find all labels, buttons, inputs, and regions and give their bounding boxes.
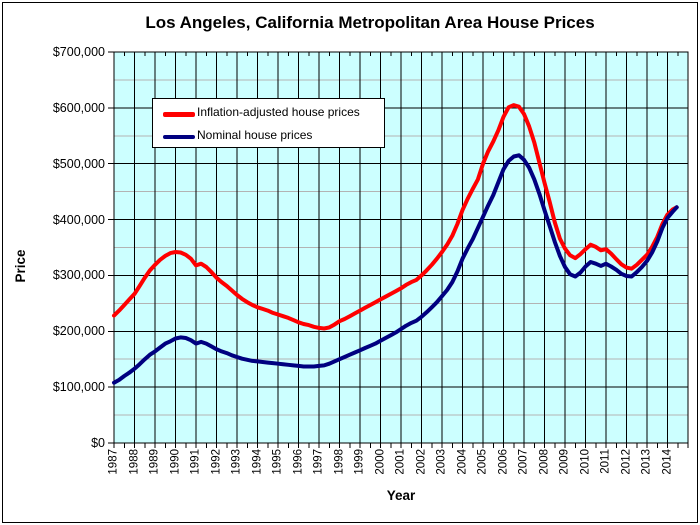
x-tick-label: 1992 [210, 449, 222, 475]
x-tick-label: 1997 [312, 449, 325, 475]
x-tick-label: 1995 [271, 449, 284, 475]
chart-title: Los Angeles, California Metropolitan Are… [145, 13, 595, 32]
x-tick-label: 2004 [456, 449, 468, 475]
y-axis-title: Price [13, 249, 28, 283]
y-tick-label: $300,000 [52, 268, 105, 283]
legend: Inflation-adjusted house prices Nominal … [152, 98, 385, 148]
axis-ticks [108, 51, 689, 448]
legend-swatch-nominal [163, 134, 195, 139]
x-tick-label: 1987 [107, 449, 120, 475]
legend-label-nominal: Nominal house prices [197, 128, 313, 142]
major-gridlines [114, 52, 688, 443]
x-tick-label: 1990 [169, 449, 181, 475]
legend-label-inflation-adjusted: Inflation-adjusted house prices [197, 105, 360, 119]
y-tick-label: $0 [91, 436, 105, 450]
series-line-nominal [112, 153, 679, 385]
x-tick-label: 2001 [394, 449, 407, 475]
x-tick-label: 2011 [599, 449, 612, 474]
x-tick-label: 2014 [661, 449, 673, 475]
series-line-inflation-adjusted [112, 103, 679, 331]
y-tick-label: $200,000 [52, 324, 105, 339]
x-tick-label: 1989 [148, 449, 161, 475]
x-tick-label: 2002 [415, 449, 427, 475]
y-tick-label: $100,000 [52, 380, 105, 395]
x-tick-label: 2003 [435, 449, 448, 475]
x-tick-label: 1998 [333, 449, 345, 475]
x-tick-label: 1994 [251, 449, 263, 475]
y-tick-label: $400,000 [52, 212, 105, 227]
x-tick-label: 1991 [189, 449, 202, 475]
plot-border [113, 51, 689, 444]
x-tick-label: 1999 [353, 449, 366, 475]
x-tick-label: 2008 [538, 449, 550, 475]
legend-swatch-inflation-adjusted [163, 112, 195, 117]
x-tick-label: 2005 [476, 449, 489, 475]
x-tick-label: 1996 [292, 449, 304, 475]
x-tick-label: 2009 [558, 449, 571, 475]
x-tick-label: 1988 [128, 449, 140, 475]
x-axis-title: Year [386, 488, 416, 503]
y-tick-label: $600,000 [52, 100, 105, 115]
x-tick-label: 2012 [620, 449, 632, 475]
x-tick-label: 1993 [230, 449, 243, 475]
x-tick-label: 2007 [517, 449, 530, 475]
x-tick-label: 2006 [497, 449, 509, 475]
y-tick-label: $700,000 [52, 45, 105, 59]
x-tick-label: 2010 [579, 449, 591, 475]
x-tick-label: 2013 [640, 449, 653, 475]
y-tick-label: $500,000 [52, 156, 105, 171]
x-tick-label: 2000 [374, 449, 386, 475]
